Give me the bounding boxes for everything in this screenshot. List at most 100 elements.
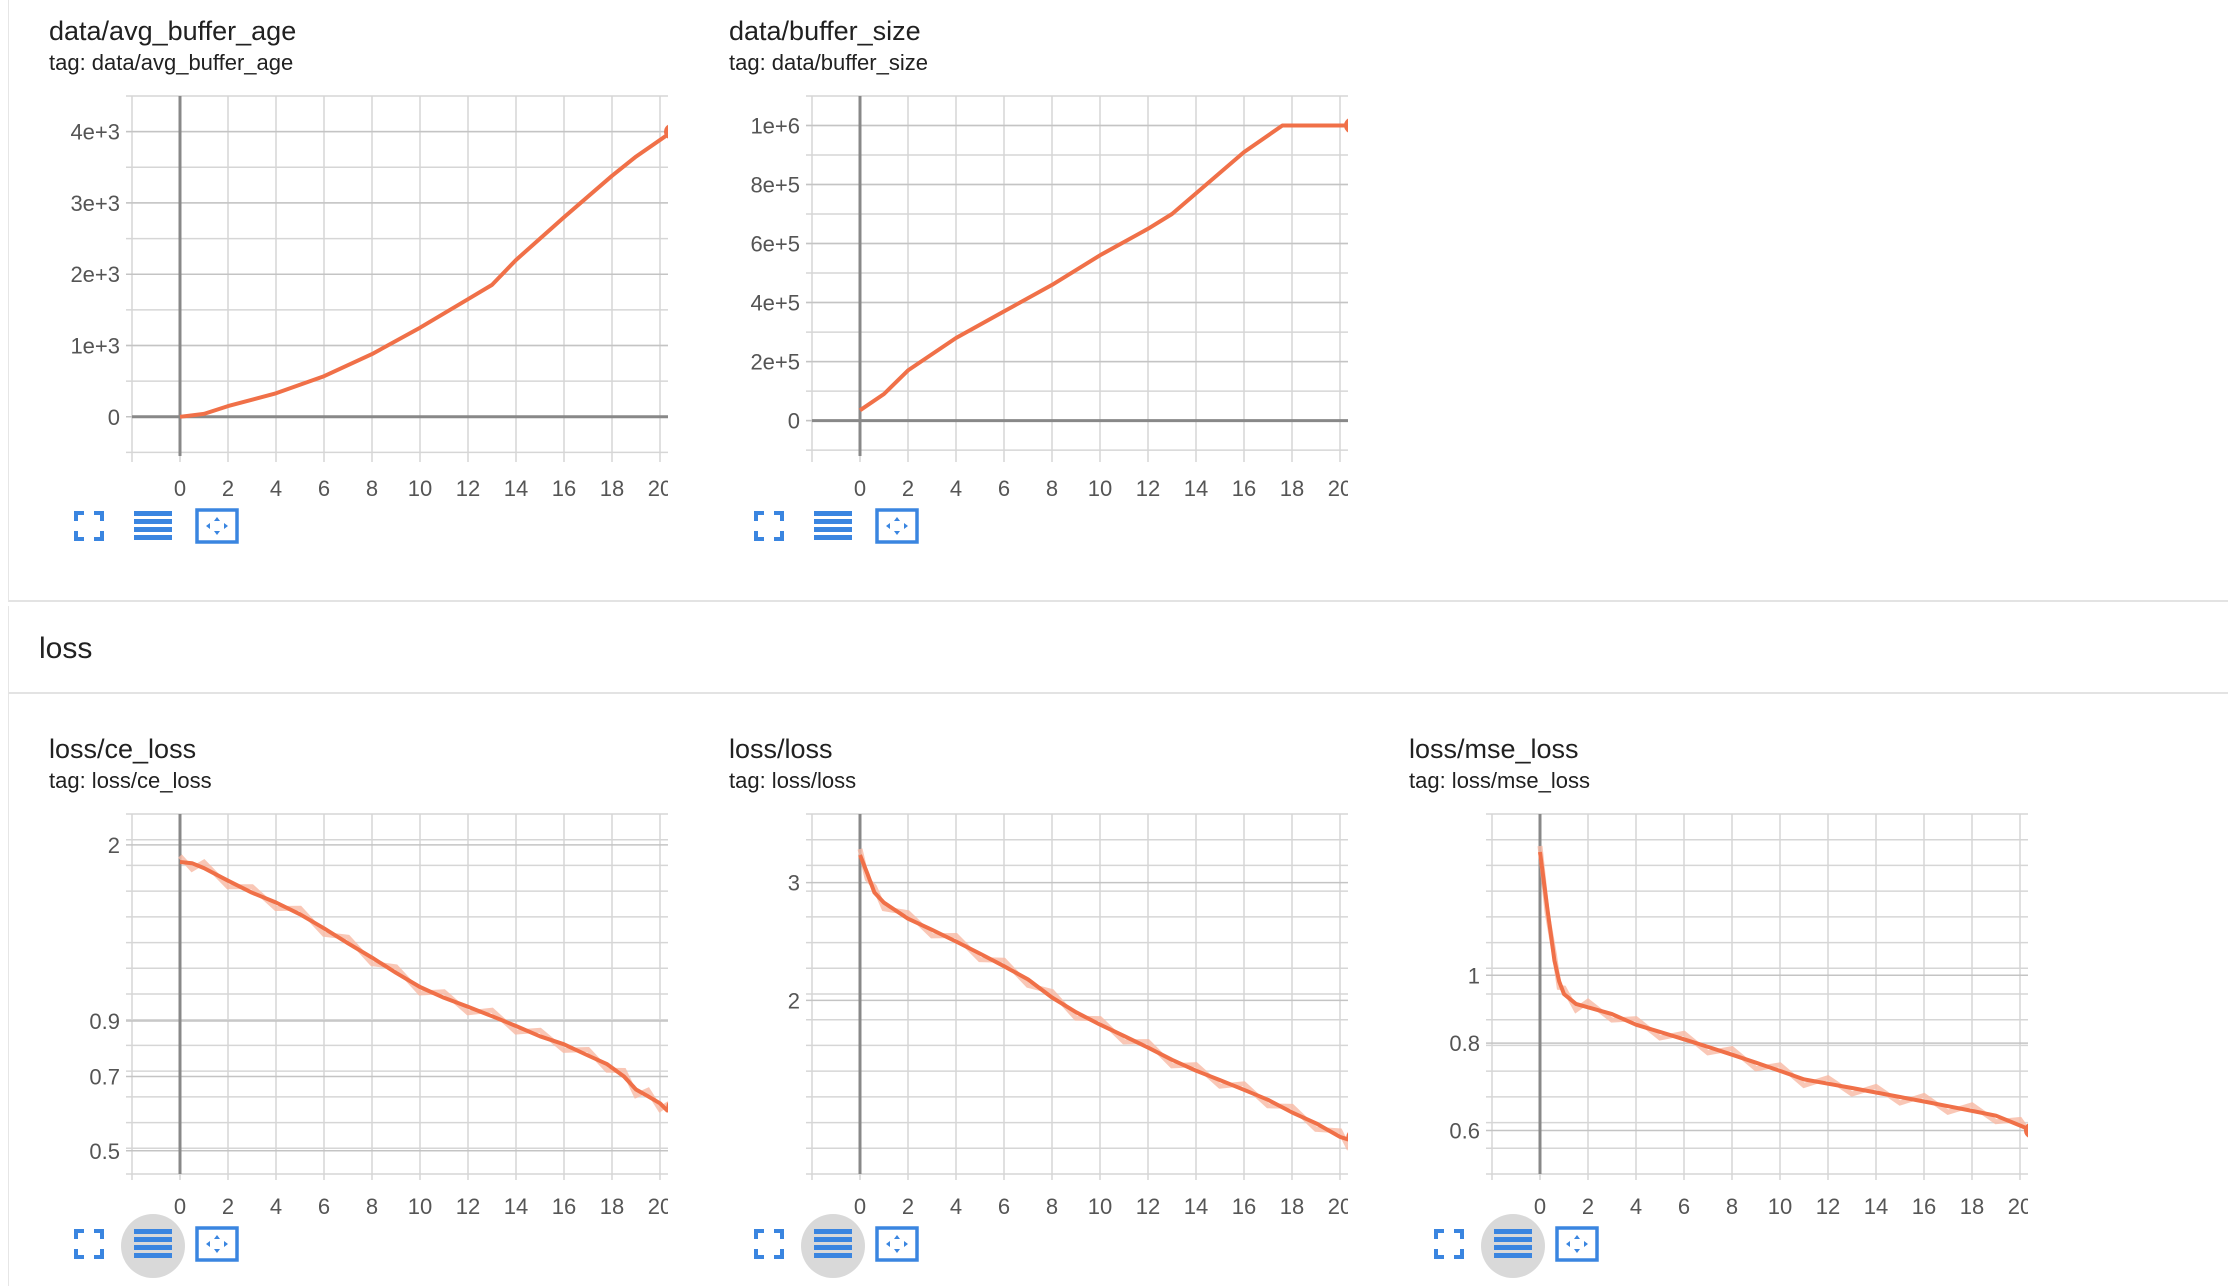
- y-tick-label: 1e+6: [750, 114, 800, 139]
- line-chart[interactable]: 0 2 4 6 8 10 12 14 16 18 20 0 1e+3 2e+3 3e+3 4e+3: [8, 0, 668, 500]
- card-tag: tag: data/avg_buffer_age: [49, 50, 294, 75]
- x-tick-label: 16: [1232, 476, 1256, 500]
- fit-domain-button[interactable]: [869, 1218, 925, 1274]
- fit-domain-button[interactable]: [1549, 1218, 1605, 1274]
- x-tick-label: 10: [408, 476, 432, 500]
- card-title: loss/mse_loss: [1409, 734, 1579, 764]
- x-tick-label: 12: [1816, 1194, 1840, 1218]
- x-tick-label: 0: [1534, 1194, 1546, 1218]
- x-tick-label: 18: [1960, 1194, 1984, 1218]
- x-tick-label: 8: [366, 476, 378, 500]
- x-tick-label: 12: [1136, 1194, 1160, 1218]
- toggle-log-scale-icon: [134, 510, 172, 547]
- x-tick-label: 6: [1678, 1194, 1690, 1218]
- x-tick-label: 14: [1864, 1194, 1888, 1218]
- y-tick-label: 8e+5: [750, 173, 800, 198]
- series-raw-line: [857, 848, 1348, 1151]
- fullscreen-button[interactable]: [741, 500, 797, 556]
- fit-domain-button[interactable]: [189, 500, 245, 556]
- fullscreen-button[interactable]: [61, 500, 117, 556]
- x-tick-label: 14: [1184, 476, 1208, 500]
- fit-domain-icon: [1555, 1225, 1599, 1267]
- chart-card-avg-buffer-age: data/avg_buffer_age tag: data/avg_buffer…: [8, 0, 668, 570]
- x-tick-label: 6: [318, 476, 330, 500]
- bottom-panel: [8, 694, 2228, 1286]
- y-tick-label: 0.7: [89, 1065, 120, 1090]
- fullscreen-button[interactable]: [61, 1218, 117, 1274]
- grid: [806, 813, 1348, 1180]
- y-tick-label: 0.9: [89, 1009, 120, 1034]
- log-scale-button[interactable]: [801, 1214, 865, 1278]
- series-line: [179, 860, 668, 1113]
- card-title: loss/loss: [729, 734, 833, 764]
- x-tick-label: 10: [1768, 1194, 1792, 1218]
- x-tick-label: 12: [1136, 476, 1160, 500]
- x-tick-label: 20: [648, 476, 668, 500]
- series-line: [858, 854, 1348, 1142]
- series-line: [858, 123, 1348, 412]
- fit-domain-icon: [875, 507, 919, 549]
- y-tick-label: 4e+3: [70, 120, 120, 145]
- toggle-log-scale-icon: [1494, 1228, 1532, 1265]
- log-scale-button[interactable]: [121, 1214, 185, 1278]
- x-tick-label: 4: [270, 1194, 282, 1218]
- card-title: loss/ce_loss: [49, 734, 197, 764]
- x-tick-label: 12: [456, 476, 480, 500]
- fullscreen-button[interactable]: [1421, 1218, 1477, 1274]
- series-raw-line: [1537, 845, 2028, 1136]
- fullscreen-icon: [1434, 1228, 1464, 1264]
- x-tick-label: 10: [1088, 476, 1112, 500]
- x-tick-label: 18: [1280, 1194, 1304, 1218]
- y-tick-label: 0: [108, 405, 120, 430]
- x-tick-label: 2: [222, 1194, 234, 1218]
- x-tick-label: 14: [504, 476, 528, 500]
- y-tick-label: 6e+5: [750, 232, 800, 257]
- line-chart[interactable]: 0 2 4 6 8 10 12 14 16 18 20 0.5 0.7 0.9 2: [8, 718, 668, 1218]
- log-scale-button[interactable]: [805, 500, 861, 556]
- x-tick-label: 16: [1912, 1194, 1936, 1218]
- x-tick-label: 0: [854, 1194, 866, 1218]
- x-tick-label: 8: [366, 1194, 378, 1218]
- top-panel: [8, 0, 2228, 602]
- y-tick-label: 4e+5: [750, 291, 800, 316]
- fit-domain-icon: [195, 1225, 239, 1267]
- y-tick-label: 0.8: [1449, 1031, 1480, 1056]
- x-tick-label: 20: [648, 1194, 668, 1218]
- fullscreen-button[interactable]: [741, 1218, 797, 1274]
- x-tick-label: 8: [1046, 1194, 1058, 1218]
- fit-domain-button[interactable]: [869, 500, 925, 556]
- chart-card-buffer-size: data/buffer_size tag: data/buffer_size 0…: [688, 0, 1348, 570]
- fit-domain-icon: [195, 507, 239, 549]
- card-tag: tag: loss/mse_loss: [1409, 768, 1590, 793]
- y-tick-label: 0.5: [89, 1139, 120, 1164]
- series-last-point: [1344, 118, 1348, 133]
- x-tick-label: 8: [1726, 1194, 1738, 1218]
- line-chart[interactable]: 0 2 4 6 8 10 12 14 16 18 20 2 3: [688, 718, 1348, 1218]
- x-tick-label: 16: [552, 1194, 576, 1218]
- fullscreen-icon: [74, 1228, 104, 1264]
- x-tick-label: 10: [1088, 1194, 1112, 1218]
- x-tick-label: 0: [174, 476, 186, 500]
- group-title: loss: [39, 632, 93, 665]
- x-tick-label: 2: [222, 476, 234, 500]
- group-header-loss[interactable]: loss: [8, 606, 2228, 694]
- fit-domain-button[interactable]: [189, 1218, 245, 1274]
- series-last-point: [2024, 1123, 2028, 1138]
- y-tick-label: 0: [788, 409, 800, 434]
- y-tick-label: 1e+3: [70, 334, 120, 359]
- line-chart[interactable]: 0 2 4 6 8 10 12 14 16 18 20 0 2e+5 4e+5 6e+5 8e+5 1e+6: [688, 0, 1348, 500]
- grid: [126, 95, 668, 462]
- line-chart[interactable]: 0 2 4 6 8 10 12 14 16 18 20 0.6 0.8 1: [1368, 718, 2028, 1218]
- series-last-point: [1346, 1132, 1348, 1142]
- log-scale-button[interactable]: [1481, 1214, 1545, 1278]
- x-tick-label: 10: [408, 1194, 432, 1218]
- y-tick-label: 3: [788, 871, 800, 896]
- x-tick-label: 20: [2008, 1194, 2028, 1218]
- fit-domain-icon: [875, 1225, 919, 1267]
- card-title: data/buffer_size: [729, 16, 921, 46]
- x-tick-label: 8: [1046, 476, 1058, 500]
- fullscreen-icon: [754, 1228, 784, 1264]
- log-scale-button[interactable]: [125, 500, 181, 556]
- x-tick-label: 0: [854, 476, 866, 500]
- y-tick-label: 3e+3: [70, 191, 120, 216]
